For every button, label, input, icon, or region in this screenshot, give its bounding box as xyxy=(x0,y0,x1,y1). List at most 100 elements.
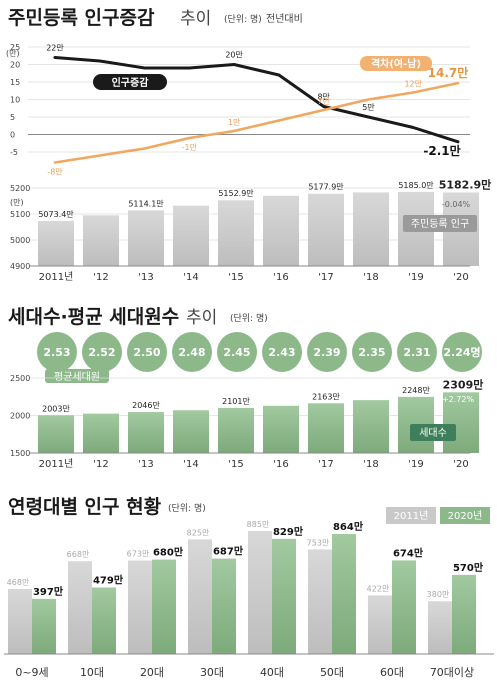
bar xyxy=(443,392,479,453)
chart1-comparison-note: 전년대비 xyxy=(266,13,303,25)
x-tick-label: '14 xyxy=(183,272,198,283)
bar xyxy=(428,601,452,654)
y-tick-label: 2000 xyxy=(10,412,30,421)
line-chart: 25 20 15 10 5 0 -5 (만) 22만 20만 8만 5만 -2.1만 -8만 -1만 1만 7만… xyxy=(6,43,470,177)
data-label: 570만 xyxy=(453,561,484,574)
chart1-title-suffix: 추이 xyxy=(180,9,211,29)
y-tick-label: 4900 xyxy=(10,262,30,271)
chart1-title: 주민등록 인구증감 xyxy=(8,7,155,29)
x-tick-label: 40대 xyxy=(260,666,284,679)
data-label: 2046만 xyxy=(132,401,160,410)
bar xyxy=(152,559,176,654)
series-tag-population-change xyxy=(93,74,167,90)
bar xyxy=(83,413,119,453)
bar xyxy=(218,407,254,453)
bar xyxy=(332,534,356,654)
bar xyxy=(272,538,296,654)
data-label: 12만 xyxy=(404,80,422,89)
bubble-value: 2.31 xyxy=(403,346,430,359)
data-label: 674만 xyxy=(393,546,424,559)
data-label: 7만 xyxy=(317,97,330,106)
avg-household-bubble xyxy=(352,332,392,372)
avg-household-bubble xyxy=(217,332,257,372)
y-tick-label: 0 xyxy=(10,131,15,140)
x-tick-label: '18 xyxy=(363,459,378,470)
series-tag-households xyxy=(410,424,456,441)
y-tick-label: 2500 xyxy=(10,374,30,383)
series-line-population-change xyxy=(53,56,460,144)
legend-swatch xyxy=(440,507,490,524)
legend-swatch xyxy=(386,507,436,524)
avg-household-bubble xyxy=(397,332,437,372)
x-tick-label: '19 xyxy=(408,272,423,283)
y-tick-label: 25 xyxy=(10,43,20,52)
bubble-value: 2.45 xyxy=(223,346,250,359)
bar xyxy=(8,589,32,654)
bar xyxy=(263,405,299,453)
data-label: 864만 xyxy=(333,520,364,533)
x-tick-label: 20대 xyxy=(140,666,164,679)
bar xyxy=(188,539,212,654)
data-label: 687만 xyxy=(213,545,244,558)
bar xyxy=(38,415,74,453)
data-label: 5073.4만 xyxy=(38,210,74,219)
x-tick-label: '17 xyxy=(318,459,333,470)
bar xyxy=(128,560,152,654)
data-label: 2003만 xyxy=(42,404,70,413)
bar xyxy=(128,210,164,266)
x-tick-label: '17 xyxy=(318,272,333,283)
data-label: 825만 xyxy=(187,528,210,537)
x-tick-label: 2011년 xyxy=(39,271,74,283)
x-tick-label: '20 xyxy=(453,459,468,470)
data-label: 5114.1만 xyxy=(128,199,164,208)
y-tick-label: 20 xyxy=(10,61,20,70)
bar xyxy=(452,574,476,654)
data-label: -8만 xyxy=(47,168,63,177)
avg-household-bubble xyxy=(37,332,77,372)
data-label: 14.7만 xyxy=(428,65,469,80)
bar xyxy=(68,561,92,654)
bar xyxy=(212,558,236,654)
bar xyxy=(392,560,416,654)
avg-household-bubble xyxy=(442,332,482,372)
y-tick-label: 5000 xyxy=(10,236,30,245)
data-label: 397만 xyxy=(33,585,64,598)
bubble-value: 2.50 xyxy=(133,346,160,359)
legend-label: 2020년 xyxy=(448,510,483,522)
x-tick-label: 70대이상 xyxy=(430,666,474,679)
y-tick-label: 5100 xyxy=(10,210,30,219)
avg-household-bubble xyxy=(82,332,122,372)
data-label: 753만 xyxy=(307,538,330,547)
data-label: 1만 xyxy=(228,118,241,127)
population-bar-chart: 5200 5100 5000 4900 (만) 5073.4만 2011년 '12 5114.1… xyxy=(10,177,491,283)
data-label: 5185.0만 xyxy=(398,181,434,190)
chart1-unit-note: (단위: 명) xyxy=(224,14,262,25)
bar xyxy=(248,531,272,654)
data-label: 8만 xyxy=(317,93,330,102)
y-tick-label: 15 xyxy=(10,78,20,87)
chart3-unit-note: (단위: 명) xyxy=(230,313,268,324)
x-tick-label: '18 xyxy=(363,272,378,283)
bar xyxy=(353,400,389,453)
data-label: 829만 xyxy=(273,525,304,538)
x-tick-label: 30대 xyxy=(200,666,224,679)
x-tick-label: 60대 xyxy=(380,666,404,679)
bubble-series-label: 평균세대원 xyxy=(54,371,100,383)
bar xyxy=(92,587,116,654)
y-tick-label: -5 xyxy=(10,148,18,157)
bar xyxy=(38,220,74,266)
series-tag-gender-gap xyxy=(360,56,432,71)
bubble-value: 2.39 xyxy=(313,346,340,359)
data-label: 885만 xyxy=(247,520,270,529)
chart3-title: 세대수·평균 세대원수 xyxy=(8,306,179,328)
chart3-title-suffix: 추이 xyxy=(186,308,217,328)
x-tick-label: '16 xyxy=(273,272,288,283)
bar xyxy=(128,412,164,453)
bubble-value: 2.24명 xyxy=(443,345,480,359)
x-tick-label: '14 xyxy=(183,459,198,470)
x-tick-label: 50대 xyxy=(320,666,344,679)
x-tick-label: '15 xyxy=(228,272,243,283)
section-2-header: 세대수·평균 세대원수 추이 (단위: 명) xyxy=(8,306,268,328)
data-label: 2163만 xyxy=(312,392,340,401)
